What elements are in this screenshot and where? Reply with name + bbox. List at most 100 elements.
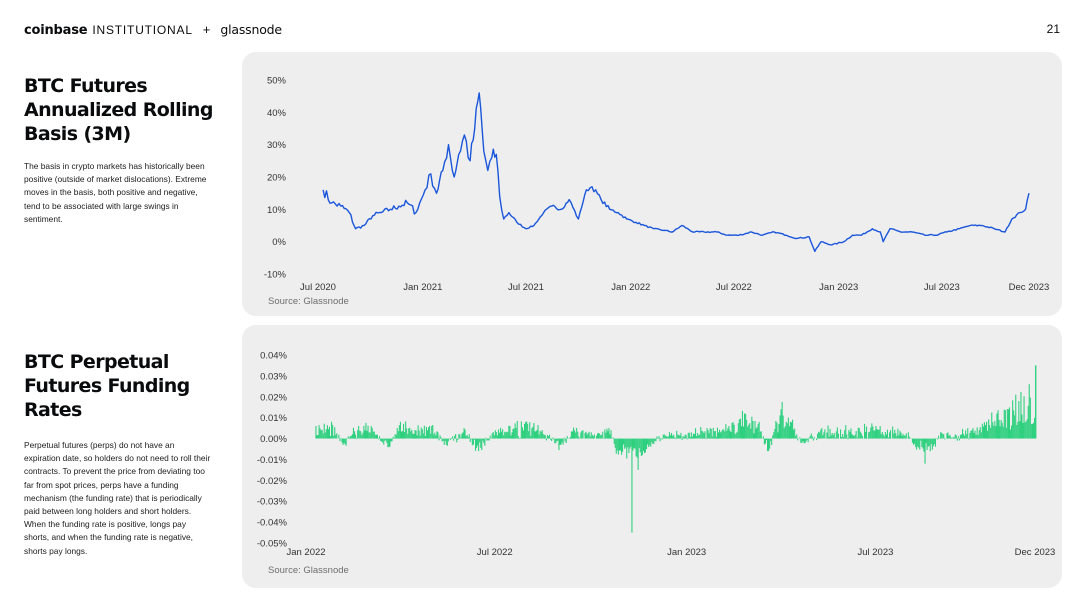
funding-bar (975, 434, 977, 439)
coinbase-logo: coinbase (24, 23, 88, 38)
funding-bar (599, 433, 601, 439)
funding-bar (740, 426, 742, 439)
funding-bar (481, 438, 483, 451)
funding-bar (978, 430, 980, 439)
funding-bar (539, 430, 541, 439)
funding-bar (478, 438, 480, 452)
funding-bar (746, 419, 748, 439)
funding-bar (733, 424, 735, 439)
funding-bar (541, 430, 543, 439)
y-tick-label: -0.04% (257, 518, 288, 529)
funding-bar (470, 438, 472, 440)
funding-bar (768, 438, 770, 452)
funding-bar (342, 438, 344, 445)
funding-bar (408, 428, 410, 439)
funding-bar (643, 438, 645, 454)
y-tick-label: 20% (267, 173, 287, 184)
funding-bar (877, 430, 879, 439)
funding-bar (438, 438, 440, 441)
funding-bar (691, 436, 693, 439)
funding-bar (709, 428, 711, 439)
y-tick-label: -0.03% (257, 497, 288, 508)
funding-bar (381, 438, 383, 442)
funding-bar (445, 438, 447, 445)
x-tick-label: Jul 2022 (716, 282, 752, 293)
funding-bar (787, 417, 789, 439)
funding-bar (778, 424, 780, 439)
funding-bar (675, 438, 677, 440)
funding-bar (981, 423, 983, 439)
funding-bar (817, 433, 819, 439)
funding-bar (1031, 423, 1033, 439)
funding-bar (920, 438, 922, 441)
funding-bar (588, 431, 590, 439)
funding-bar (800, 438, 802, 443)
funding-bar (667, 436, 669, 439)
funding-bar (696, 436, 698, 439)
funding-bar (429, 425, 431, 439)
funding-bar (524, 423, 526, 439)
funding-bar (410, 431, 412, 439)
funding-bar (885, 434, 887, 439)
funding-bar (451, 437, 453, 439)
section2-description: Perpetual futures (perps) do not have an… (24, 440, 211, 556)
funding-bar (773, 432, 775, 439)
funding-bar (887, 437, 889, 439)
funding-bar (1017, 421, 1019, 439)
funding-bar (359, 430, 361, 439)
funding-bar (1001, 422, 1003, 439)
funding-bar (423, 425, 425, 439)
funding-bar (398, 425, 400, 439)
funding-bar (552, 437, 554, 439)
funding-bar (794, 428, 796, 439)
funding-bar (984, 425, 986, 439)
funding-bar (1020, 391, 1022, 439)
y-tick-label: 0% (272, 237, 286, 248)
funding-bar (532, 426, 534, 439)
funding-bar (697, 433, 699, 439)
funding-bar (1026, 419, 1028, 439)
glassnode-logo: glassnode (220, 22, 282, 37)
funding-bar (396, 428, 398, 439)
funding-bar (692, 433, 694, 439)
funding-bar (911, 438, 913, 443)
funding-bar (857, 427, 859, 439)
funding-bar (953, 437, 955, 439)
funding-bar (987, 430, 989, 439)
funding-bar (977, 434, 979, 439)
funding-bar (907, 432, 909, 439)
funding-bar (966, 434, 968, 439)
funding-bar (828, 437, 830, 439)
funding-bar (826, 432, 828, 439)
funding-bar (870, 427, 872, 439)
x-tick-label: Jan 2023 (667, 547, 706, 558)
funding-bar (803, 438, 805, 444)
funding-bar (873, 430, 875, 439)
funding-bar (336, 433, 338, 439)
funding-bar (324, 432, 326, 439)
funding-bar (849, 431, 851, 439)
funding-bar (1019, 421, 1021, 439)
funding-bar (992, 422, 994, 439)
funding-bar (1002, 426, 1004, 439)
funding-bar (866, 426, 868, 439)
funding-bar (749, 423, 751, 439)
funding-bar (449, 438, 451, 440)
funding-bar (666, 436, 668, 439)
funding-bar (976, 427, 978, 439)
funding-bar (467, 437, 469, 439)
funding-bar (582, 430, 584, 439)
funding-bar (565, 438, 567, 443)
funding-bar (385, 438, 387, 441)
funding-bar (958, 438, 960, 441)
funding-bar (525, 422, 527, 439)
funding-bar (390, 438, 392, 442)
funding-bar (1028, 384, 1030, 439)
funding-bar (422, 433, 424, 439)
funding-bar (602, 431, 604, 439)
funding-bar (634, 438, 636, 449)
funding-bar (321, 429, 323, 439)
funding-bar (705, 438, 707, 440)
funding-bar (892, 426, 894, 439)
funding-bar (633, 438, 635, 448)
